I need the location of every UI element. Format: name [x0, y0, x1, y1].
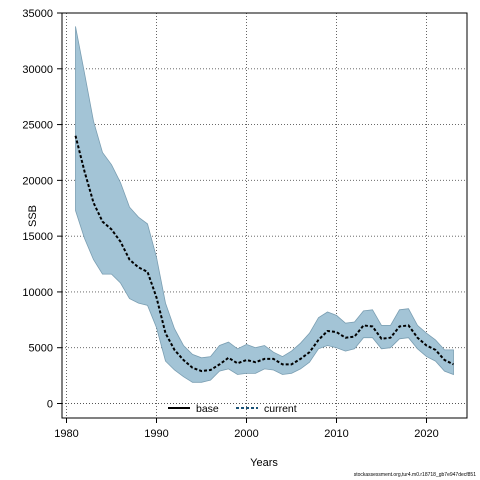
y-tick-label-0: 0	[47, 398, 53, 410]
y-tick-label-30000: 30000	[22, 64, 53, 76]
plot-frame	[61, 12, 468, 419]
y-axis-title: SSB	[27, 205, 39, 227]
legend: base current	[168, 403, 297, 415]
y-tick-label-20000: 20000	[22, 175, 53, 187]
y-tick-label-35000: 35000	[22, 8, 53, 20]
y-tick-label-15000: 15000	[22, 231, 53, 243]
confidence-band-layer	[75, 26, 454, 383]
x-tick-label-2020: 2020	[414, 428, 438, 440]
x-tick-label-1980: 1980	[54, 428, 78, 440]
y-axis-ticks: 0 5000 10000 15000 20000 25000 30000 35000	[22, 8, 62, 410]
y-tick-label-5000: 5000	[29, 343, 53, 355]
series-line-current	[74, 135, 454, 373]
y-tick-label-10000: 10000	[22, 287, 53, 299]
legend-current-label: current	[264, 403, 297, 415]
x-tick-label-2000: 2000	[234, 428, 258, 440]
legend-base-label: base	[196, 403, 219, 415]
x-axis-ticks: 1980 1990 2000 2010 2020	[54, 418, 439, 440]
x-axis-title: Years	[250, 457, 278, 469]
x-tick-label-1990: 1990	[144, 428, 168, 440]
confidence-band-current	[75, 26, 454, 383]
x-tick-label-2010: 2010	[324, 428, 348, 440]
series-line-layer	[74, 135, 454, 373]
y-tick-label-25000: 25000	[22, 120, 53, 132]
footer-source: stockassessment.org,tur4.m0.r18718_gb7e9…	[354, 472, 477, 478]
